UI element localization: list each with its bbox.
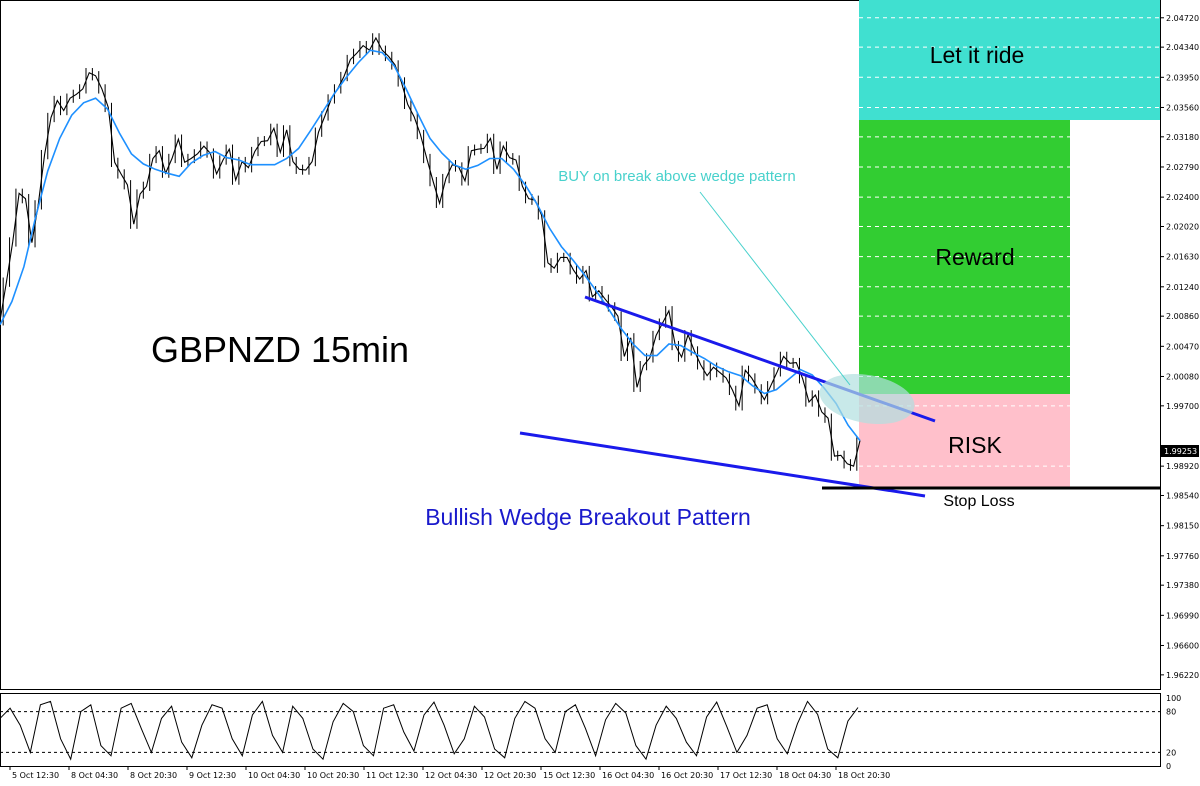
price-tick-label: 2.03180 [1166,133,1199,142]
pattern-label: Bullish Wedge Breakout Pattern [425,504,751,530]
risk-label: RISK [948,432,1002,458]
price-tick-label: 2.00860 [1166,312,1199,321]
price-tick-label: 2.02790 [1166,163,1199,172]
time-tick-label: 9 Oct 12:30 [189,771,236,780]
oscillator-level-label: 0 [1166,762,1171,771]
time-tick-label: 8 Oct 04:30 [71,771,118,780]
time-tick-label: 11 Oct 12:30 [366,771,418,780]
oscillator-panel-frame [0,693,1161,767]
price-tick-label: 2.04720 [1166,14,1199,23]
time-tick-label: 10 Oct 20:30 [307,771,359,780]
price-tick-label: 2.01240 [1166,283,1199,292]
time-tick-label: 16 Oct 04:30 [602,771,654,780]
price-tick-label: 1.96990 [1166,611,1199,620]
price-series [0,33,861,471]
price-tick-label: 1.99700 [1166,402,1199,411]
oscillator: 100 80 20 0 [0,694,1181,771]
price-tick-label: 2.04340 [1166,43,1199,52]
let-it-ride-grid [859,17,1160,108]
time-tick-label: 5 Oct 12:30 [12,771,59,780]
oscillator-level-label: 100 [1166,694,1181,703]
time-tick-label: 15 Oct 12:30 [543,771,595,780]
stop-loss-label: Stop Loss [943,493,1014,510]
price-tick-label: 2.00080 [1166,372,1199,381]
time-tick-label: 17 Oct 12:30 [720,771,772,780]
price-tick-label: 2.00470 [1166,342,1199,351]
time-tick-label: 12 Oct 20:30 [484,771,536,780]
price-tick-label: 2.02400 [1166,193,1199,202]
time-axis: 5 Oct 12:30 8 Oct 04:30 8 Oct 20:30 9 Oct 1… [9,766,890,780]
price-tick-label: 1.98920 [1166,462,1199,471]
price-tick-label: 2.03560 [1166,103,1199,112]
price-tick-label: 2.02020 [1166,222,1199,231]
time-tick-label: 12 Oct 04:30 [425,771,477,780]
oscillator-level-label: 20 [1166,748,1176,757]
let-it-ride-zone [859,0,1160,120]
time-tick-label: 18 Oct 04:30 [779,771,831,780]
price-tick-label: 1.98150 [1166,522,1199,531]
buy-note-label: BUY on break above wedge pattern [558,168,795,185]
price-tick-label: 2.01630 [1166,253,1199,262]
moving-average-line [0,49,861,442]
buy-note-pointer [699,191,851,386]
reward-zone [859,120,1070,394]
time-tick-label: 16 Oct 20:30 [661,771,713,780]
wedge-lower-line [519,431,926,498]
time-tick-label: 18 Oct 20:30 [838,771,890,780]
price-tick-label: 2.03950 [1166,73,1199,82]
time-tick-label: 10 Oct 04:30 [248,771,300,780]
price-tick-label: 1.96220 [1166,671,1199,680]
chart-title: GBPNZD 15min [151,329,409,370]
reward-label: Reward [935,244,1014,270]
let-it-ride-label: Let it ride [930,42,1025,68]
price-tick-label: 1.97760 [1166,552,1199,561]
current-price-tag: 1.99253 [1161,445,1199,457]
time-tick-label: 8 Oct 20:30 [130,771,177,780]
svg-text:1.99253: 1.99253 [1164,447,1197,456]
breakout-highlight [819,373,915,425]
oscillator-line [0,700,859,761]
price-tick-label: 1.97380 [1166,581,1199,590]
price-tick-label: 1.96600 [1166,641,1199,650]
oscillator-level-label: 80 [1166,708,1176,717]
price-tick-label: 1.98540 [1166,492,1199,501]
price-axis: 2.04720 2.04340 2.03950 2.03560 2.03180 2.027… [1160,14,1199,680]
